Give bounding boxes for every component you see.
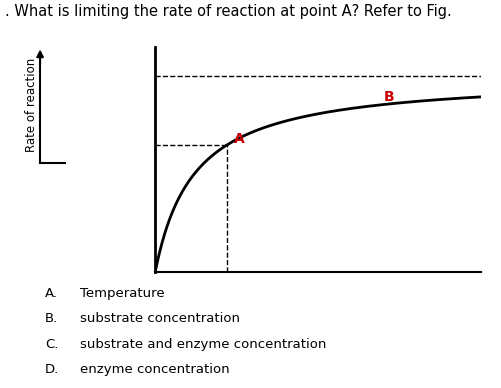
Text: A: A [233, 132, 244, 146]
Text: B: B [383, 90, 394, 104]
Text: enzyme concentration: enzyme concentration [80, 363, 230, 376]
Text: Temperature: Temperature [80, 287, 165, 300]
Text: A.: A. [45, 287, 58, 300]
Text: substrate concentration: substrate concentration [80, 312, 240, 326]
Text: B.: B. [45, 312, 58, 326]
Text: D.: D. [45, 363, 59, 376]
Text: . What is limiting the rate of reaction at point A? Refer to Fig.: . What is limiting the rate of reaction … [5, 4, 452, 19]
Text: substrate and enzyme concentration: substrate and enzyme concentration [80, 338, 327, 351]
Text: C.: C. [45, 338, 59, 351]
Text: Rate of reaction: Rate of reaction [25, 58, 38, 152]
